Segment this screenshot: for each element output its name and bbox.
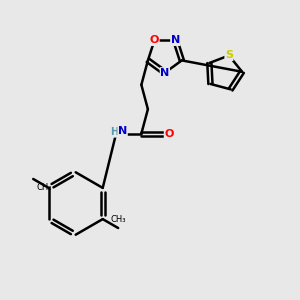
Text: CH₃: CH₃ — [110, 215, 126, 224]
Text: O: O — [150, 35, 159, 46]
Text: H: H — [110, 127, 119, 137]
Text: S: S — [225, 50, 233, 61]
Text: O: O — [164, 129, 174, 139]
Text: N: N — [160, 68, 170, 78]
Text: N: N — [171, 35, 180, 46]
Text: N: N — [118, 126, 127, 136]
Text: CH₃: CH₃ — [36, 182, 52, 191]
